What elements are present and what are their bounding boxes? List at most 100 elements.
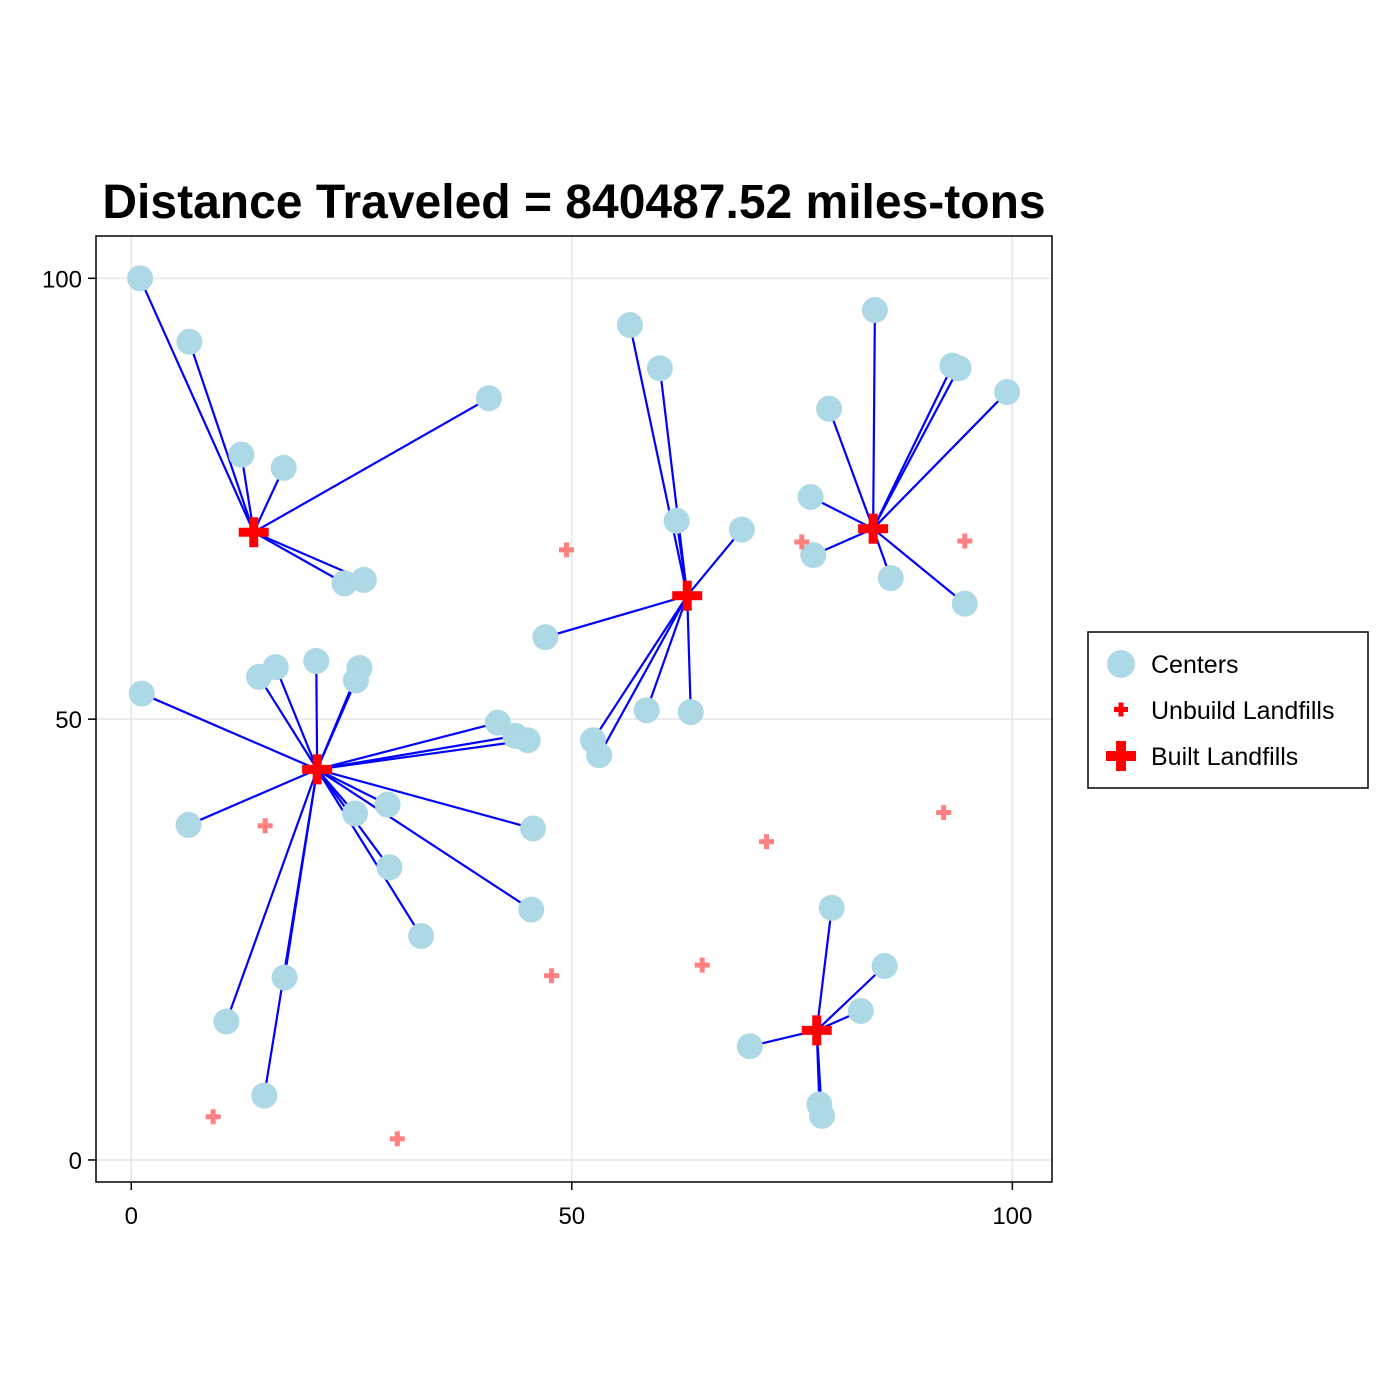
center-point xyxy=(951,590,978,617)
center-point xyxy=(175,811,202,838)
center-point xyxy=(847,997,874,1024)
assignment-link xyxy=(645,595,689,711)
center-point xyxy=(514,727,541,754)
legend-box xyxy=(1087,631,1369,789)
center-point xyxy=(270,454,297,481)
built-landfill-marker xyxy=(801,1015,832,1046)
legend-unbuilt-label: Unbuild Landfills xyxy=(1151,697,1334,725)
axis-ticks: 0 50 100 0 50 100 xyxy=(42,266,1032,1230)
assignment-link xyxy=(316,768,532,911)
assignment-link xyxy=(139,277,255,533)
assignment-link xyxy=(316,679,357,770)
unbuilt-landfill-marker xyxy=(794,534,810,550)
assignment-link xyxy=(815,907,833,1031)
legend-built-label: Built Landfills xyxy=(1151,743,1298,771)
center-point xyxy=(213,1008,240,1035)
center-point xyxy=(797,483,824,510)
center-point xyxy=(127,265,154,292)
unbuilt-landfill-marker xyxy=(694,957,710,973)
assignment-link xyxy=(274,666,319,770)
unbuilt-landfill-marker xyxy=(205,1109,221,1125)
assignment-link xyxy=(253,531,346,585)
center-point xyxy=(633,697,660,724)
built-landfill-marker xyxy=(672,580,703,611)
center-point xyxy=(736,1033,763,1060)
grid-lines xyxy=(96,236,1052,1182)
assignment-link xyxy=(686,528,743,597)
center-point xyxy=(809,1102,836,1129)
assignment-link xyxy=(628,324,689,596)
unbuilt-landfill-marker xyxy=(257,818,273,834)
assignment-link xyxy=(316,721,499,771)
legend-centers-label: Centers xyxy=(1151,651,1239,679)
unbuilt-landfill-marker xyxy=(544,968,560,984)
center-point xyxy=(677,699,704,726)
built-landfills-series xyxy=(238,513,889,1046)
assignment-link xyxy=(316,768,389,806)
y-tick-label: 50 xyxy=(55,707,82,734)
legend: Centers Unbuild Landfills Built Landfill… xyxy=(1087,631,1369,789)
unbuilt-landfill-marker xyxy=(936,805,952,821)
unbuilt-landfill-marker xyxy=(389,1131,405,1147)
center-point xyxy=(408,923,435,950)
center-point xyxy=(646,355,673,382)
center-point xyxy=(331,570,358,597)
assignment-link xyxy=(598,595,689,756)
legend-centers-marker xyxy=(1107,650,1135,678)
assignment-link xyxy=(188,768,318,826)
y-tick-label: 100 xyxy=(42,266,82,293)
center-point xyxy=(663,507,690,534)
center-point xyxy=(586,742,613,769)
center-point xyxy=(994,379,1021,406)
center-point xyxy=(342,800,369,827)
center-point xyxy=(475,385,502,412)
center-point xyxy=(861,297,888,324)
assignment-link xyxy=(592,595,689,741)
assignment-link xyxy=(872,367,960,530)
unbuilt-landfill-marker xyxy=(957,533,973,549)
assignment-link xyxy=(316,768,423,937)
built-landfill-marker xyxy=(858,513,889,544)
centers-series xyxy=(127,265,1021,1129)
assignment-link xyxy=(828,408,875,530)
center-point xyxy=(945,355,972,382)
unbuilt-landfill-marker xyxy=(559,542,575,558)
x-tick-label: 0 xyxy=(125,1203,138,1230)
center-point xyxy=(303,647,330,674)
assignment-link xyxy=(872,365,954,530)
assignment-link xyxy=(253,397,490,534)
assignment-link xyxy=(815,965,886,1032)
center-point xyxy=(342,667,369,694)
center-point xyxy=(128,680,155,707)
assignment-link xyxy=(258,676,319,770)
built-landfill-marker xyxy=(302,754,333,785)
center-point xyxy=(374,791,401,818)
assignment-link xyxy=(225,769,319,1022)
center-point xyxy=(176,328,203,355)
assignment-link xyxy=(872,310,876,529)
legend-built-marker xyxy=(1106,741,1136,771)
center-point xyxy=(228,441,255,468)
unbuilt-landfill-marker xyxy=(759,834,775,850)
assignment-link xyxy=(263,769,319,1096)
center-point xyxy=(818,894,845,921)
center-point xyxy=(532,624,559,651)
assignment-link xyxy=(872,391,1008,530)
assignment-link xyxy=(188,341,255,533)
assignment-link xyxy=(317,739,528,771)
plot-frame xyxy=(95,235,1053,1183)
center-point xyxy=(871,952,898,979)
chart-title: Distance Traveled = 840487.52 miles-tons xyxy=(102,176,1045,229)
built-landfill-marker xyxy=(238,517,269,548)
center-point xyxy=(251,1082,278,1109)
legend-unbuilt-marker xyxy=(1114,702,1128,717)
center-point xyxy=(800,542,827,569)
assignment-links xyxy=(139,277,1008,1116)
assignment-link xyxy=(315,660,319,770)
center-point xyxy=(728,516,755,543)
x-tick-label: 50 xyxy=(558,1203,585,1230)
center-point xyxy=(816,395,843,422)
center-point xyxy=(376,854,403,881)
assignment-link xyxy=(141,692,318,771)
